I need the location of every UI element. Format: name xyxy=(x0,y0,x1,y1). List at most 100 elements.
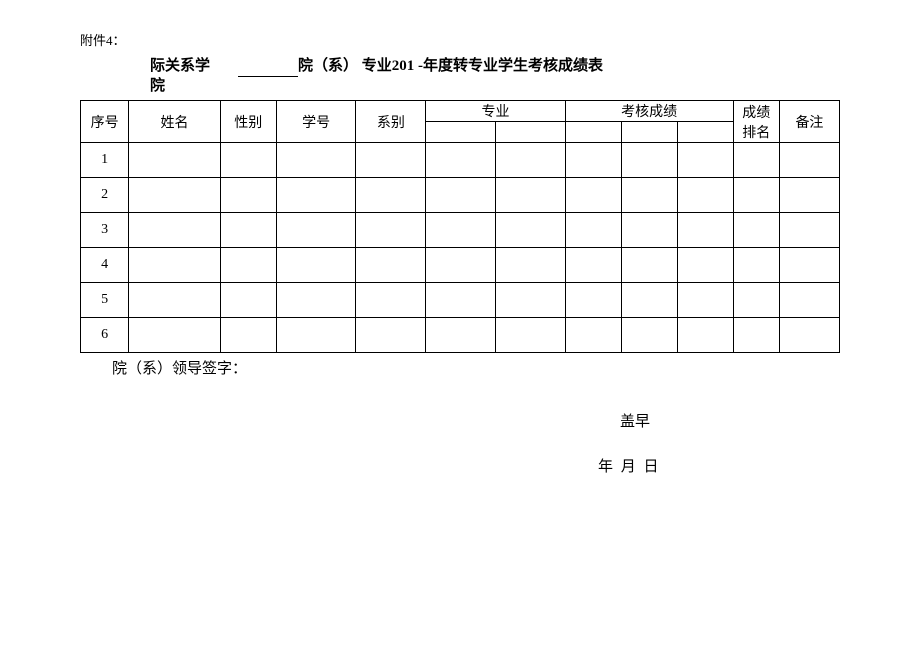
cell-note xyxy=(779,283,839,318)
cell-score-2 xyxy=(621,283,677,318)
date-label: 年 月 日 xyxy=(598,455,840,476)
cell-sex xyxy=(220,283,276,318)
cell-sex xyxy=(220,248,276,283)
cell-seq: 2 xyxy=(81,178,129,213)
th-seq: 序号 xyxy=(81,101,129,143)
cell-score-1 xyxy=(565,143,621,178)
cell-score-1 xyxy=(565,318,621,353)
score-table: 序号 姓名 性别 学号 系别 专业 考核成绩 成绩 排名 备注 1 xyxy=(80,100,840,353)
page: 附件4： 际关系学 院（系） 专业201 -年度转专业学生考核成绩表 院 序号 … xyxy=(0,0,920,476)
cell-score-3 xyxy=(677,318,733,353)
cell-note xyxy=(779,318,839,353)
cell-score-2 xyxy=(621,178,677,213)
cell-note xyxy=(779,213,839,248)
title-underline-blank xyxy=(238,59,298,77)
cell-rank xyxy=(733,283,779,318)
cell-major-1 xyxy=(426,283,496,318)
table-row: 2 xyxy=(81,178,840,213)
cell-major-2 xyxy=(496,318,566,353)
cell-score-2 xyxy=(621,143,677,178)
table-row: 1 xyxy=(81,143,840,178)
seal-label: 盖早 xyxy=(620,410,840,431)
cell-name xyxy=(129,143,220,178)
cell-sid xyxy=(276,178,356,213)
table-row: 4 xyxy=(81,248,840,283)
cell-major-1 xyxy=(426,318,496,353)
cell-note xyxy=(779,248,839,283)
th-note: 备注 xyxy=(779,101,839,143)
cell-rank xyxy=(733,248,779,283)
th-major: 专业 xyxy=(426,101,565,122)
cell-dept xyxy=(356,248,426,283)
form-title: 际关系学 院（系） 专业201 -年度转专业学生考核成绩表 院 xyxy=(150,57,840,96)
cell-seq: 6 xyxy=(81,318,129,353)
th-score-sub3 xyxy=(677,122,733,143)
cell-score-2 xyxy=(621,213,677,248)
cell-score-3 xyxy=(677,178,733,213)
cell-score-2 xyxy=(621,318,677,353)
table-row: 6 xyxy=(81,318,840,353)
cell-sex xyxy=(220,143,276,178)
th-major-sub1 xyxy=(426,122,496,143)
cell-score-1 xyxy=(565,178,621,213)
cell-major-2 xyxy=(496,248,566,283)
cell-dept xyxy=(356,178,426,213)
th-major-sub2 xyxy=(496,122,566,143)
cell-name xyxy=(129,178,220,213)
th-score-sub1 xyxy=(565,122,621,143)
cell-sid xyxy=(276,213,356,248)
cell-score-2 xyxy=(621,248,677,283)
cell-rank xyxy=(733,213,779,248)
cell-dept xyxy=(356,318,426,353)
cell-dept xyxy=(356,283,426,318)
title-school-part: 际关系学 xyxy=(150,57,210,77)
cell-sid xyxy=(276,318,356,353)
cell-score-1 xyxy=(565,283,621,318)
cell-score-1 xyxy=(565,213,621,248)
cell-seq: 4 xyxy=(81,248,129,283)
cell-rank xyxy=(733,178,779,213)
cell-sid xyxy=(276,143,356,178)
cell-note xyxy=(779,178,839,213)
cell-seq: 1 xyxy=(81,143,129,178)
cell-score-1 xyxy=(565,248,621,283)
th-name: 姓名 xyxy=(129,101,220,143)
th-sid: 学号 xyxy=(276,101,356,143)
cell-seq: 3 xyxy=(81,213,129,248)
cell-name xyxy=(129,213,220,248)
cell-major-2 xyxy=(496,178,566,213)
title-school-line2: 院 xyxy=(150,77,840,97)
cell-note xyxy=(779,143,839,178)
cell-rank xyxy=(733,318,779,353)
cell-major-1 xyxy=(426,213,496,248)
th-sex: 性别 xyxy=(220,101,276,143)
th-score-sub2 xyxy=(621,122,677,143)
attachment-label: 附件4： xyxy=(80,30,840,49)
cell-sex xyxy=(220,178,276,213)
cell-major-1 xyxy=(426,143,496,178)
cell-score-3 xyxy=(677,143,733,178)
cell-sex xyxy=(220,213,276,248)
cell-name xyxy=(129,248,220,283)
cell-major-2 xyxy=(496,213,566,248)
th-rank-l2: 排名 xyxy=(742,126,770,141)
table-header-row-1: 序号 姓名 性别 学号 系别 专业 考核成绩 成绩 排名 备注 xyxy=(81,101,840,122)
cell-name xyxy=(129,283,220,318)
cell-sid xyxy=(276,248,356,283)
cell-rank xyxy=(733,143,779,178)
cell-score-3 xyxy=(677,283,733,318)
cell-major-1 xyxy=(426,178,496,213)
th-rank-l1: 成绩 xyxy=(742,106,770,121)
th-score: 考核成绩 xyxy=(565,101,733,122)
cell-seq: 5 xyxy=(81,283,129,318)
cell-sex xyxy=(220,318,276,353)
table-row: 5 xyxy=(81,283,840,318)
cell-major-2 xyxy=(496,283,566,318)
cell-score-3 xyxy=(677,248,733,283)
table-row: 3 xyxy=(81,213,840,248)
th-dept: 系别 xyxy=(356,101,426,143)
cell-score-3 xyxy=(677,213,733,248)
cell-name xyxy=(129,318,220,353)
title-rest: 院（系） 专业201 -年度转专业学生考核成绩表 xyxy=(298,57,603,77)
cell-major-1 xyxy=(426,248,496,283)
